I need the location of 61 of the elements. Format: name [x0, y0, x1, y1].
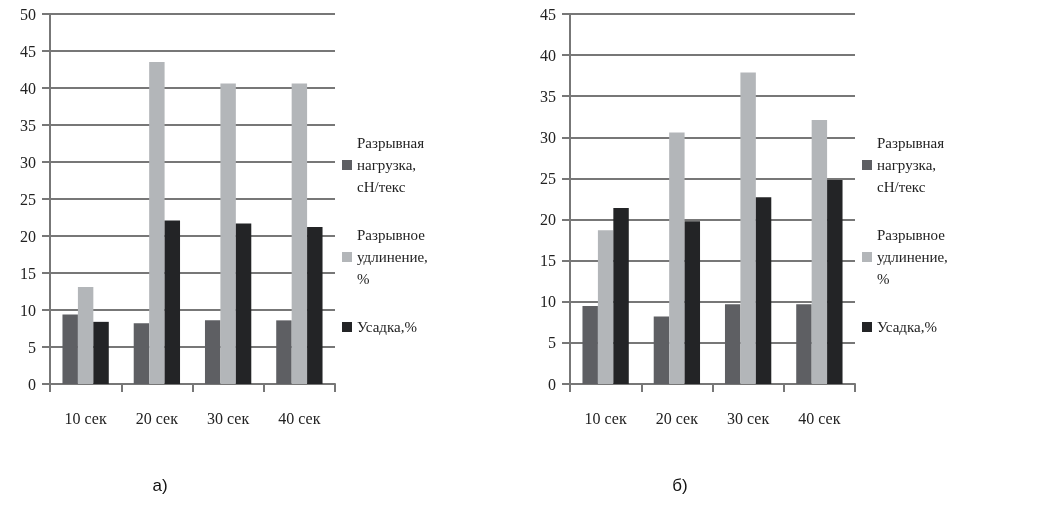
y-tick-label: 20	[540, 211, 556, 229]
y-tick-label: 5	[548, 334, 556, 352]
bar	[653, 316, 670, 384]
legend-label: Разрывное удлинение, %	[357, 227, 436, 287]
legend-label: Разрывная нагрузка, сН/текс	[357, 135, 428, 195]
text: б)	[671, 476, 689, 496]
y-tick-label: 20	[20, 227, 36, 245]
bar	[62, 314, 78, 384]
legend-label: Усадка,%	[877, 319, 937, 335]
y-tick-label: 5	[28, 338, 36, 356]
bar	[582, 305, 598, 384]
bar	[149, 62, 165, 384]
y-tick-label: 0	[548, 375, 556, 393]
bar	[740, 72, 756, 384]
bar	[684, 221, 701, 384]
y-tick-label: 15	[540, 252, 556, 270]
legend-label: Разрывная нагрузка, сН/текс	[877, 135, 948, 195]
bar	[307, 227, 323, 384]
y-tick-label: 45	[540, 5, 556, 23]
x-tick-label: 40 сек	[798, 409, 841, 427]
bar	[811, 120, 828, 384]
y-tick-label: 30	[540, 128, 556, 146]
y-tick-label: 40	[20, 79, 36, 97]
bar	[669, 132, 685, 384]
x-tick-label: 20 сек	[135, 409, 179, 427]
y-tick-label: 10	[540, 293, 556, 311]
y-tick-label: 45	[20, 42, 36, 60]
y-tick-label: 50	[20, 5, 36, 23]
y-tick-label: 0	[28, 375, 36, 393]
x-tick-label: 10 сек	[64, 409, 107, 427]
x-tick-label: 20 сек	[655, 409, 699, 427]
y-tick-label: 25	[20, 190, 36, 208]
bar	[755, 197, 772, 384]
y-tick-label: 35	[20, 116, 36, 134]
legend-label: Усадка,%	[357, 319, 417, 335]
bar	[204, 320, 221, 384]
text: а)	[151, 476, 169, 496]
y-tick-label: 10	[20, 301, 36, 319]
bar	[276, 320, 292, 384]
bar	[613, 208, 629, 384]
bar	[235, 223, 252, 384]
y-tick-label: 15	[20, 264, 36, 282]
x-tick-label: 10 сек	[584, 409, 627, 427]
legend-label: Разрывное удлинение, %	[877, 227, 956, 287]
y-tick-label: 25	[540, 169, 556, 187]
bar	[220, 83, 236, 384]
bar	[164, 220, 181, 384]
bar	[77, 287, 94, 384]
x-tick-label: 30 сек	[727, 409, 770, 427]
bar	[827, 180, 843, 384]
x-tick-label: 40 сек	[278, 409, 321, 427]
x-tick-label: 30 сек	[207, 409, 250, 427]
bar	[597, 230, 614, 384]
bar	[796, 304, 812, 384]
bar	[724, 304, 741, 384]
bar	[93, 321, 109, 384]
bar	[133, 323, 150, 384]
y-tick-label: 40	[540, 46, 556, 64]
y-tick-label: 35	[540, 87, 556, 105]
bar	[291, 83, 308, 384]
y-tick-label: 30	[20, 153, 36, 171]
